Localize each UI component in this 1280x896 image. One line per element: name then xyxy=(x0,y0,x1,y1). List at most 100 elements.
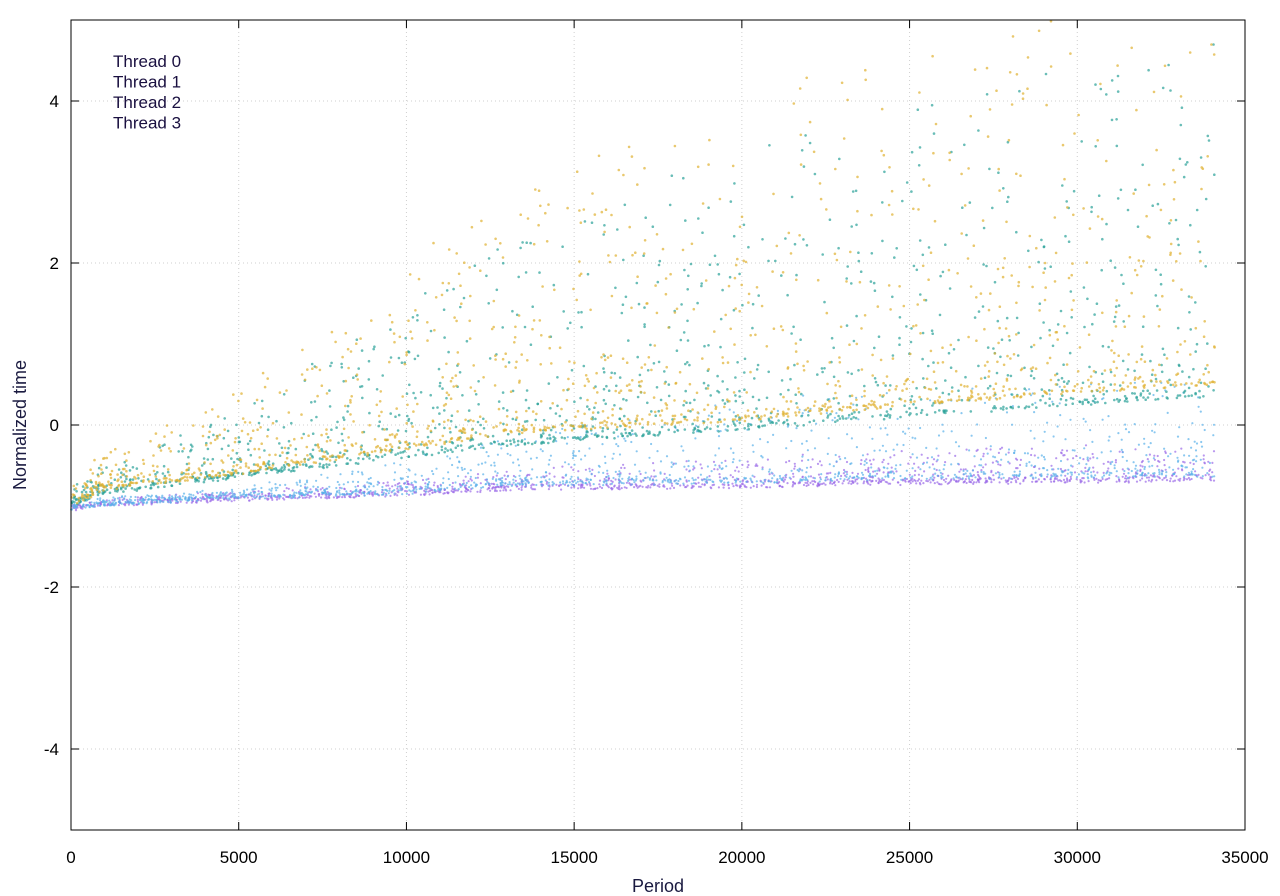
data-point xyxy=(485,478,488,481)
data-point xyxy=(1084,444,1088,447)
data-point xyxy=(210,499,213,502)
data-point xyxy=(779,393,782,396)
data-point xyxy=(872,281,876,285)
data-point xyxy=(1042,271,1045,275)
data-point xyxy=(920,474,924,477)
data-point xyxy=(124,464,128,467)
data-point xyxy=(351,472,354,476)
data-point xyxy=(205,441,208,445)
data-point xyxy=(1166,397,1169,400)
data-point xyxy=(680,445,683,448)
data-point xyxy=(271,498,274,501)
data-point xyxy=(1151,204,1154,207)
data-point xyxy=(408,445,411,449)
data-point xyxy=(726,429,729,432)
data-point xyxy=(932,361,935,364)
data-point xyxy=(572,480,575,483)
data-point xyxy=(199,496,202,499)
data-point xyxy=(1110,472,1113,475)
data-point xyxy=(747,463,750,467)
data-point xyxy=(206,447,210,451)
data-point xyxy=(739,480,742,483)
data-point xyxy=(984,477,987,480)
data-point xyxy=(1123,325,1127,329)
data-point xyxy=(291,494,294,497)
data-point xyxy=(1101,344,1105,348)
data-point xyxy=(1057,479,1060,482)
data-point xyxy=(959,383,963,387)
data-point xyxy=(414,396,417,400)
data-point xyxy=(295,465,299,469)
data-point xyxy=(996,319,1000,323)
data-point xyxy=(584,482,588,485)
data-point xyxy=(795,402,798,405)
data-point xyxy=(576,480,579,483)
data-point xyxy=(938,469,941,472)
data-point xyxy=(773,481,776,484)
data-point xyxy=(1085,398,1089,402)
data-point xyxy=(593,487,597,490)
data-point xyxy=(1149,379,1153,382)
data-point xyxy=(450,489,453,493)
data-point xyxy=(1025,389,1028,392)
data-point xyxy=(717,486,721,489)
data-point xyxy=(729,447,733,450)
data-point xyxy=(265,471,268,475)
data-point xyxy=(579,435,582,439)
data-point xyxy=(1039,398,1042,402)
data-point xyxy=(930,103,934,107)
data-point xyxy=(72,484,76,488)
data-point xyxy=(412,410,415,413)
data-point xyxy=(686,361,689,364)
data-point xyxy=(925,446,928,449)
data-point xyxy=(418,487,421,490)
data-point xyxy=(581,483,584,486)
data-point xyxy=(736,361,739,364)
data-point xyxy=(800,459,804,462)
data-point xyxy=(1213,173,1216,176)
data-point xyxy=(747,292,751,296)
data-point xyxy=(1177,363,1181,367)
data-point xyxy=(648,456,651,459)
data-point xyxy=(957,445,961,448)
data-point xyxy=(899,483,902,487)
data-point xyxy=(749,486,752,489)
data-point xyxy=(575,482,578,485)
data-point xyxy=(443,336,446,339)
data-point xyxy=(447,393,451,397)
data-point xyxy=(1015,230,1018,234)
data-point xyxy=(886,467,889,470)
data-point xyxy=(1118,479,1121,482)
data-point xyxy=(870,399,873,403)
data-point xyxy=(908,407,911,410)
data-point xyxy=(538,271,541,274)
data-point xyxy=(413,357,417,361)
data-point xyxy=(982,263,985,266)
data-point xyxy=(1165,479,1169,482)
data-point xyxy=(751,326,754,330)
data-point xyxy=(1187,476,1190,480)
data-point xyxy=(151,501,154,504)
data-point xyxy=(1029,429,1032,432)
data-point xyxy=(137,477,140,480)
data-point xyxy=(844,474,847,477)
data-point xyxy=(601,443,604,446)
data-point xyxy=(820,367,824,370)
data-point xyxy=(349,398,352,402)
data-point xyxy=(448,483,451,487)
data-point xyxy=(367,378,371,381)
data-point xyxy=(721,356,724,359)
data-point xyxy=(479,446,483,449)
data-point xyxy=(913,400,916,403)
data-point xyxy=(427,483,430,486)
data-point xyxy=(914,324,918,327)
data-point xyxy=(1083,325,1086,329)
data-point xyxy=(723,483,726,486)
data-point xyxy=(1122,320,1125,323)
data-point xyxy=(569,321,572,325)
data-point xyxy=(1094,145,1097,148)
data-point xyxy=(874,405,877,409)
data-point xyxy=(635,475,638,478)
data-point xyxy=(299,491,302,494)
data-point xyxy=(1189,461,1192,464)
